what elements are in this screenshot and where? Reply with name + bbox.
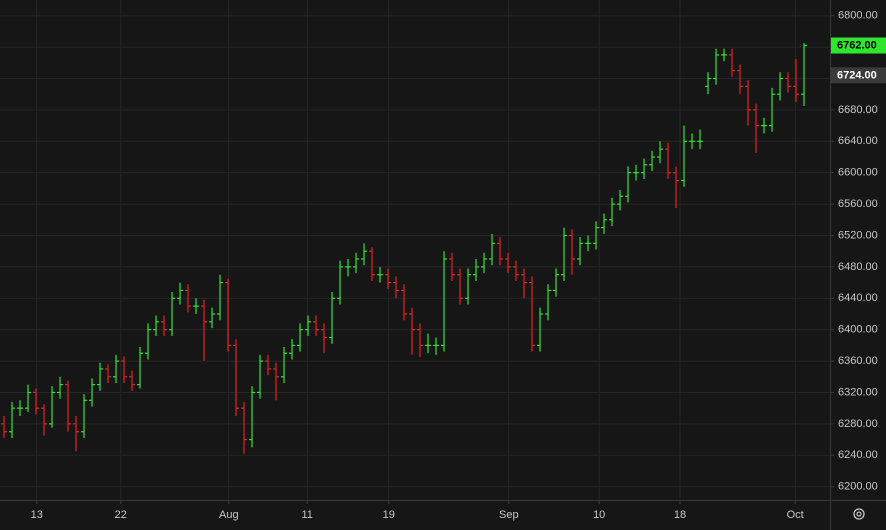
last-price-box <box>831 37 886 54</box>
y-tick-label: 6400.00 <box>838 324 878 336</box>
x-tick-label: 19 <box>383 509 395 521</box>
y-tick-label: 6280.00 <box>838 418 878 430</box>
settings-icon-center <box>856 511 862 517</box>
y-tick-label: 6440.00 <box>838 292 878 304</box>
y-tick-label: 6480.00 <box>838 261 878 273</box>
y-tick-label: 6240.00 <box>838 449 878 461</box>
last-price-label: 6762.00 <box>837 39 877 51</box>
y-tick-label: 6600.00 <box>838 167 878 179</box>
y-tick-label: 6560.00 <box>838 198 878 210</box>
y-tick-label: 6200.00 <box>838 481 878 493</box>
y-tick-label: 6360.00 <box>838 355 878 367</box>
x-tick-label: 22 <box>115 509 127 521</box>
settings-icon <box>853 508 865 520</box>
x-tick-label: 13 <box>31 509 43 521</box>
settings-button[interactable] <box>853 508 865 520</box>
y-tick-label: 6800.00 <box>838 10 878 22</box>
y-tick-label: 6640.00 <box>838 135 878 147</box>
y-tick-label: 6680.00 <box>838 104 878 116</box>
x-tick-label: 18 <box>674 509 686 521</box>
y-tick-label: 6520.00 <box>838 229 878 241</box>
x-tick-label: 10 <box>593 509 605 521</box>
ref-price-box <box>831 67 886 84</box>
y-tick-label: 6320.00 <box>838 386 878 398</box>
bars <box>1 43 807 454</box>
x-tick-label: Sep <box>499 509 519 521</box>
x-tick-label: Aug <box>219 509 239 521</box>
x-tick-label: Oct <box>787 509 804 521</box>
grid <box>0 0 830 500</box>
x-tick-label: 11 <box>301 509 312 521</box>
ref-price-label: 6724.00 <box>837 69 877 81</box>
axes: 6200.00 6240.00 6280.00 6320.00 6360.00 6400.… <box>31 10 886 521</box>
